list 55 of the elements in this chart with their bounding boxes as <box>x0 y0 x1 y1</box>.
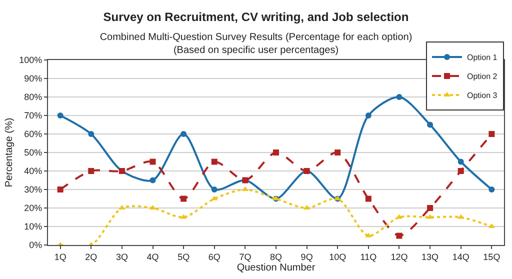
x-tick-label: 6Q <box>208 252 220 262</box>
point <box>88 131 94 137</box>
x-tick-label: 12Q <box>390 252 408 262</box>
y-tick-label: 90% <box>24 74 42 84</box>
point <box>396 94 402 100</box>
point <box>458 158 464 165</box>
point <box>427 122 434 128</box>
x-tick-label: 9Q <box>300 252 313 262</box>
point <box>150 177 156 184</box>
x-tick-label: 10Q <box>329 252 346 262</box>
x-tick-label: 15Q <box>483 252 500 262</box>
point <box>427 205 434 211</box>
y-tick-label: 20% <box>24 203 42 214</box>
x-tick-label: 8Q <box>270 252 282 262</box>
y-axis-title: Percentage (%) <box>4 118 16 188</box>
point <box>365 112 372 118</box>
x-tick-label: 14Q <box>452 252 470 262</box>
x-tick-label: 5Q <box>178 252 190 262</box>
legend-label: Option 1 <box>467 53 498 62</box>
x-tick-label: 3Q <box>116 252 128 262</box>
point <box>488 186 495 192</box>
point <box>88 168 94 174</box>
point <box>211 186 218 192</box>
y-tick-label: 80% <box>24 92 42 102</box>
point <box>488 131 495 137</box>
point <box>57 186 64 192</box>
y-tick-label: 50% <box>24 148 42 158</box>
x-tick-label: 7Q <box>239 252 252 262</box>
chart-title: Survey on Recruitment, CV writing, and Job selection <box>103 10 409 24</box>
legend-label: Option 2 <box>467 72 498 82</box>
point <box>273 150 279 156</box>
point <box>365 196 372 202</box>
x-tick-label: 2Q <box>85 252 98 262</box>
point <box>180 196 187 202</box>
y-tick-label: 0% <box>29 240 42 250</box>
x-axis-title: Question Number <box>236 262 316 274</box>
point <box>458 168 464 174</box>
y-tick-label: 10% <box>24 222 42 232</box>
point <box>180 131 187 137</box>
x-tick-label: 4Q <box>146 252 159 262</box>
point <box>334 150 341 156</box>
y-tick-label: 100% <box>19 55 42 66</box>
x-tick-label: 13Q <box>422 252 439 262</box>
y-tick-label: 70% <box>24 110 42 121</box>
point <box>396 232 402 239</box>
x-tick-label: 1Q <box>54 252 66 262</box>
chart-subtitle: Combined Multi-Question Survey Results (Percentage for each option) (Based on specific user percentages) <box>100 32 412 56</box>
y-tick-label: 40% <box>24 166 42 176</box>
legend-label: Option 3 <box>467 91 498 100</box>
y-tick-label: 30% <box>24 184 42 195</box>
x-tick-label: 11Q <box>360 252 377 262</box>
point <box>150 158 156 165</box>
point <box>57 112 64 118</box>
y-tick-label: 60% <box>24 129 42 140</box>
point <box>211 158 218 165</box>
